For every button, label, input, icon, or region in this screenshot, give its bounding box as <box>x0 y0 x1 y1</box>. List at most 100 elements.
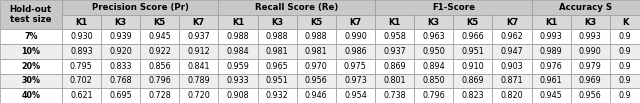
Bar <box>140 59 179 74</box>
Text: Hold-out
test size: Hold-out test size <box>10 5 52 24</box>
Bar <box>61 59 101 74</box>
Bar <box>375 29 414 44</box>
Text: K1: K1 <box>75 18 88 27</box>
Bar <box>179 88 218 103</box>
Text: 20%: 20% <box>21 62 40 71</box>
Text: 0.869: 0.869 <box>383 62 406 71</box>
Bar <box>532 74 571 88</box>
Bar <box>492 59 532 74</box>
Text: 0.903: 0.903 <box>500 62 524 71</box>
Text: 0.951: 0.951 <box>461 47 484 56</box>
Text: Recall Score (Re): Recall Score (Re) <box>255 3 339 12</box>
Text: 0.988: 0.988 <box>227 32 249 41</box>
Text: 0.930: 0.930 <box>70 32 93 41</box>
Bar <box>297 44 336 59</box>
Bar <box>61 88 101 103</box>
Bar <box>453 29 492 44</box>
Text: 0.801: 0.801 <box>383 76 406 85</box>
Text: 0.9: 0.9 <box>619 62 631 71</box>
Text: 0.993: 0.993 <box>579 32 602 41</box>
Text: 0.988: 0.988 <box>266 32 289 41</box>
Bar <box>414 44 453 59</box>
Bar <box>179 74 218 88</box>
Text: 0.820: 0.820 <box>500 91 524 100</box>
Text: 0.796: 0.796 <box>148 76 171 85</box>
Text: K: K <box>621 18 628 27</box>
Text: 0.9: 0.9 <box>619 91 631 100</box>
Bar <box>179 44 218 59</box>
Text: 0.910: 0.910 <box>461 62 484 71</box>
Bar <box>375 15 414 29</box>
Bar <box>532 29 571 44</box>
Bar <box>336 15 375 29</box>
Text: 0.869: 0.869 <box>461 76 484 85</box>
Bar <box>532 44 571 59</box>
Bar <box>336 74 375 88</box>
Bar <box>453 59 492 74</box>
Bar <box>218 88 257 103</box>
Text: 0.976: 0.976 <box>540 62 563 71</box>
Bar <box>218 0 375 15</box>
Text: 0.908: 0.908 <box>227 91 249 100</box>
Bar <box>0 74 61 88</box>
Text: 0.937: 0.937 <box>383 47 406 56</box>
Bar <box>61 44 101 59</box>
Text: Accuracy S: Accuracy S <box>559 3 612 12</box>
Text: 0.621: 0.621 <box>70 91 93 100</box>
Text: 0.984: 0.984 <box>227 47 249 56</box>
Bar <box>218 44 257 59</box>
Bar <box>179 29 218 44</box>
Bar <box>257 29 297 44</box>
Bar <box>0 59 61 74</box>
Bar <box>297 88 336 103</box>
Text: 0.720: 0.720 <box>188 91 210 100</box>
Text: 0.946: 0.946 <box>305 91 328 100</box>
Bar <box>453 44 492 59</box>
Text: K1: K1 <box>232 18 244 27</box>
Bar <box>492 15 532 29</box>
Text: K1: K1 <box>545 18 557 27</box>
Bar <box>101 88 140 103</box>
Bar <box>610 59 640 74</box>
Bar <box>297 15 336 29</box>
Text: 0.963: 0.963 <box>422 32 445 41</box>
Bar <box>218 74 257 88</box>
Text: 0.969: 0.969 <box>579 76 602 85</box>
Text: 0.989: 0.989 <box>540 47 563 56</box>
Bar <box>140 15 179 29</box>
Bar <box>140 88 179 103</box>
Bar <box>532 15 571 29</box>
Text: 0.961: 0.961 <box>540 76 563 85</box>
Bar <box>140 44 179 59</box>
Bar <box>140 74 179 88</box>
Bar <box>257 59 297 74</box>
Text: 0.975: 0.975 <box>344 62 367 71</box>
Bar <box>492 88 532 103</box>
Text: 0.932: 0.932 <box>266 91 289 100</box>
Text: 0.893: 0.893 <box>70 47 93 56</box>
Text: 0.871: 0.871 <box>500 76 524 85</box>
Text: 0.951: 0.951 <box>266 76 289 85</box>
Text: 10%: 10% <box>21 47 40 56</box>
Text: F1-Score: F1-Score <box>432 3 475 12</box>
Text: 0.702: 0.702 <box>70 76 93 85</box>
Text: 0.933: 0.933 <box>227 76 249 85</box>
Bar <box>257 44 297 59</box>
Text: 0.965: 0.965 <box>266 62 289 71</box>
Text: Precision Score (Pr): Precision Score (Pr) <box>92 3 189 12</box>
Text: 0.990: 0.990 <box>344 32 367 41</box>
Bar <box>453 74 492 88</box>
Text: 0.993: 0.993 <box>540 32 563 41</box>
Bar <box>61 0 218 15</box>
Bar <box>0 44 61 59</box>
Text: 0.954: 0.954 <box>344 91 367 100</box>
Bar <box>414 15 453 29</box>
Bar <box>297 59 336 74</box>
Bar <box>414 88 453 103</box>
Text: 0.945: 0.945 <box>148 32 171 41</box>
Text: 0.922: 0.922 <box>148 47 171 56</box>
Bar <box>257 88 297 103</box>
Text: 0.912: 0.912 <box>188 47 210 56</box>
Bar <box>414 74 453 88</box>
Text: 0.966: 0.966 <box>461 32 484 41</box>
